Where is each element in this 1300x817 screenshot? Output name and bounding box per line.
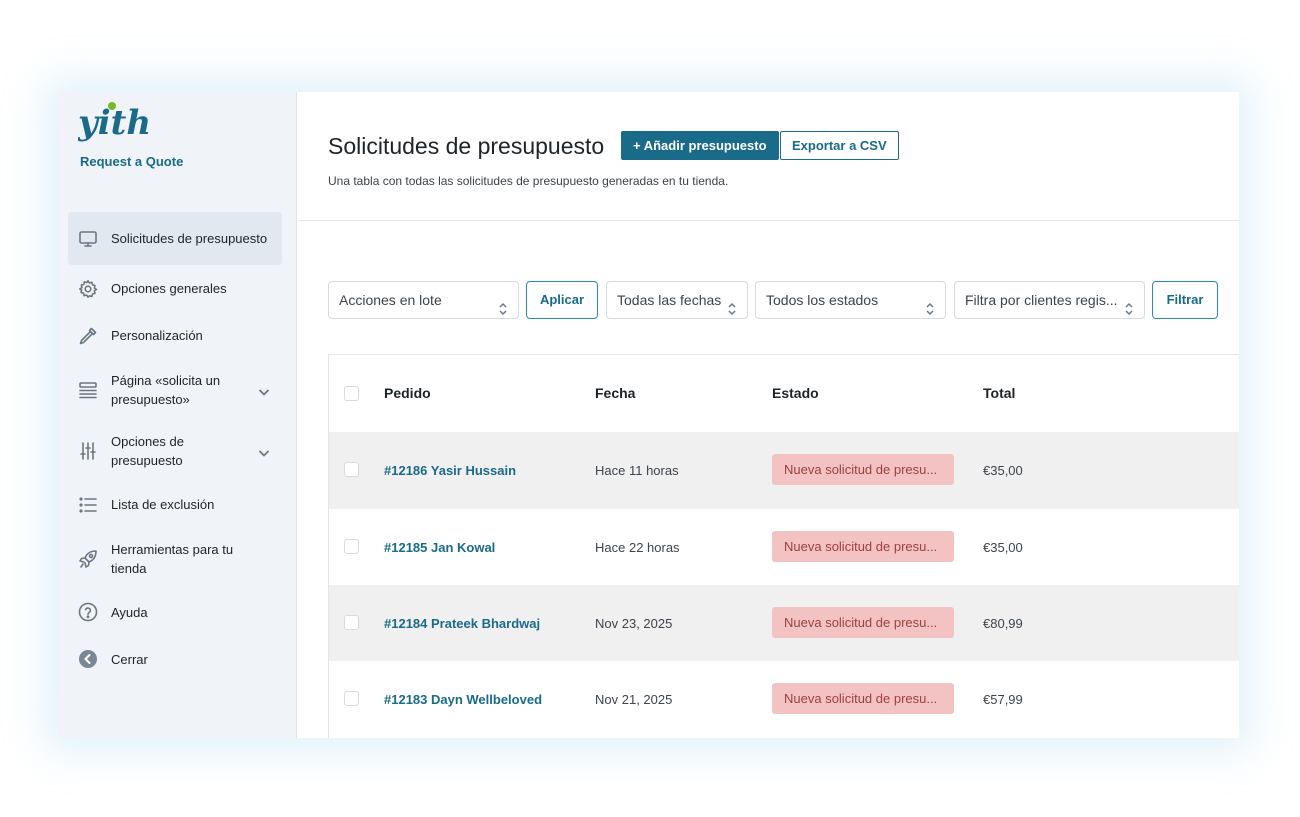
table-row[interactable]: #12184 Prateek Bhardwaj Nov 23, 2025 Nue… (329, 585, 1239, 661)
order-link[interactable]: #12185 Jan Kowal (384, 540, 496, 555)
order-date: Nov 21, 2025 (595, 692, 673, 707)
monitor-icon (78, 229, 98, 249)
sidebar-item-label: Página «solicita un presupuesto» (111, 373, 221, 407)
brand-name: Request a Quote (80, 154, 184, 169)
order-date: Nov 23, 2025 (595, 616, 673, 631)
select-arrows-icon (727, 293, 737, 316)
help-circle-icon (78, 602, 98, 622)
statuses-select[interactable]: Todos los estados (755, 281, 946, 319)
status-badge: Nueva solicitud de presu... (772, 683, 954, 714)
table-header-row: Pedido Fecha Estado Total (329, 355, 1239, 432)
row-checkbox[interactable] (344, 462, 359, 477)
order-date: Hace 11 horas (595, 463, 679, 478)
status-badge: Nueva solicitud de presu... (772, 607, 954, 638)
sidebar-item-label: Lista de exclusión (111, 497, 215, 512)
order-total: €57,99 (983, 692, 1023, 707)
status-badge: Nueva solicitud de presu... (772, 531, 954, 562)
order-total: €80,99 (983, 616, 1023, 631)
order-link[interactable]: #12184 Prateek Bhardwaj (384, 616, 541, 631)
select-arrows-icon (1124, 293, 1134, 316)
sidebar-item-label: Opciones de presupuesto (111, 433, 184, 468)
table-row[interactable]: #12185 Jan Kowal Hace 22 horas Nueva sol… (329, 509, 1239, 585)
main-panel: Solicitudes de presupuesto + Añadir pres… (298, 100, 1239, 738)
sliders-icon (78, 441, 98, 461)
select-arrows-icon (498, 293, 508, 316)
sidebar-item-label: Ayuda (111, 604, 148, 620)
sidebar-item-label: Herramientas para tu tienda (111, 542, 234, 576)
dates-value: Todas las fechas (617, 292, 722, 308)
sidebar-item-label: Solicitudes de presupuesto (111, 231, 268, 246)
sidebar-item-personalizacion[interactable]: Personalización (68, 312, 282, 359)
sidebar-item-lista-exclusion[interactable]: Lista de exclusión (68, 480, 282, 529)
quotes-table: Pedido Fecha Estado Total #12186 Yasir H… (328, 354, 1239, 738)
statuses-value: Todos los estados (766, 292, 879, 308)
row-checkbox[interactable] (344, 691, 359, 706)
sidebar-item-label: Cerrar (111, 651, 148, 667)
bulk-actions-value: Acciones en lote (339, 292, 442, 308)
rocket-icon (78, 549, 98, 569)
order-total: €35,00 (983, 463, 1023, 478)
column-header-fecha: Fecha (595, 385, 636, 401)
dates-select[interactable]: Todas las fechas (606, 281, 748, 319)
row-checkbox[interactable] (344, 615, 359, 630)
export-csv-button[interactable]: Exportar a CSV (780, 131, 899, 160)
app-frame: yith Request a Quote Solicitudes de pres… (58, 92, 1239, 738)
sidebar-item-ayuda[interactable]: Ayuda (68, 589, 282, 635)
order-total: €35,00 (983, 540, 1023, 555)
filter-button[interactable]: Filtrar (1152, 281, 1218, 319)
status-badge: Nueva solicitud de presu... (772, 454, 954, 485)
column-header-pedido: Pedido (384, 385, 431, 401)
sidebar-item-herramientas[interactable]: Herramientas para tu tienda (68, 529, 282, 589)
chevron-down-icon[interactable] (258, 384, 270, 396)
sidebar-item-label: Opciones generales (111, 281, 227, 296)
page-title: Solicitudes de presupuesto (328, 133, 605, 159)
apply-button[interactable]: Aplicar (526, 281, 598, 319)
sidebar-item-solicitudes[interactable]: Solicitudes de presupuesto (68, 212, 282, 265)
list-stack-icon (78, 380, 98, 400)
arrow-left-circle-icon (78, 649, 98, 669)
order-link[interactable]: #12186 Yasir Hussain (384, 463, 517, 478)
sidebar-item-label: Personalización (111, 328, 203, 343)
gear-icon (78, 279, 98, 299)
sidebar-item-pagina-solicita[interactable]: Página «solicita un presupuesto» (68, 359, 282, 421)
page-description: Una tabla con todas las solicitudes de p… (328, 174, 729, 188)
page-header: Solicitudes de presupuesto + Añadir pres… (298, 100, 1239, 221)
eyedropper-icon (78, 326, 98, 346)
order-link[interactable]: #12183 Dayn Wellbeloved (384, 692, 543, 707)
bullet-list-icon (78, 495, 98, 515)
svg-text:yith: yith (78, 103, 150, 143)
chevron-down-icon[interactable] (258, 445, 270, 457)
column-header-total: Total (983, 385, 1016, 401)
sidebar-nav: Solicitudes de presupuesto Opciones gene… (68, 212, 282, 683)
customers-select[interactable]: Filtra por clientes regis... (954, 281, 1145, 319)
table-row[interactable]: #12186 Yasir Hussain Hace 11 horas Nueva… (329, 432, 1239, 509)
select-arrows-icon (925, 293, 935, 316)
customers-value: Filtra por clientes regis... (965, 292, 1118, 308)
yith-logo: yith (78, 102, 150, 143)
column-header-estado: Estado (772, 385, 819, 401)
add-quote-button[interactable]: + Añadir presupuesto (621, 131, 779, 160)
sidebar-item-cerrar[interactable]: Cerrar (68, 635, 282, 683)
sidebar-item-opciones-generales[interactable]: Opciones generales (68, 265, 282, 312)
order-date: Hace 22 horas (595, 540, 680, 555)
table-row[interactable]: #12183 Dayn Wellbeloved Nov 21, 2025 Nue… (329, 661, 1239, 738)
bulk-actions-select[interactable]: Acciones en lote (328, 281, 519, 319)
select-all-checkbox[interactable] (344, 386, 359, 401)
sidebar-item-opciones-presupuesto[interactable]: Opciones de presupuesto (68, 421, 282, 480)
sidebar: yith Request a Quote Solicitudes de pres… (58, 92, 297, 738)
row-checkbox[interactable] (344, 539, 359, 554)
